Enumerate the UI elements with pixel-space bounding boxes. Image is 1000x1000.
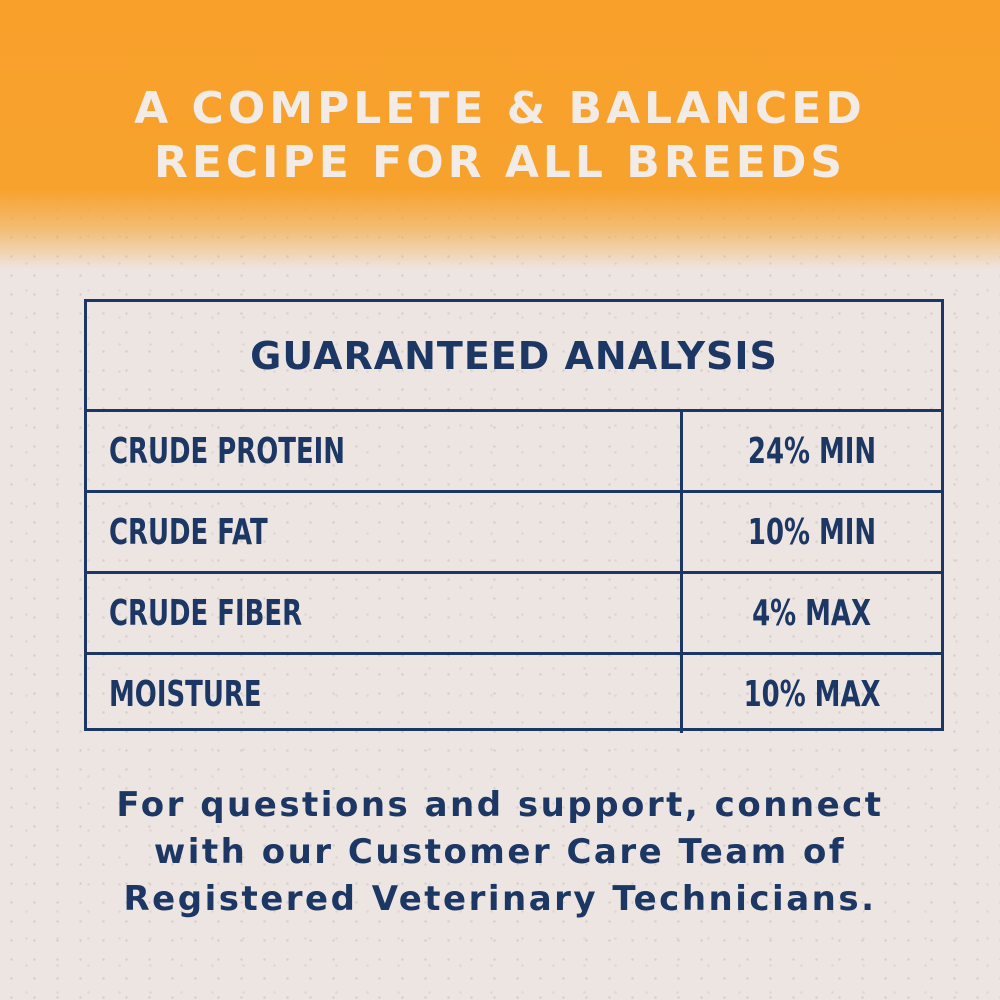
table-row: MOISTURE 10% MAX (87, 655, 941, 733)
orange-paint-banner (0, 0, 1000, 270)
table-row: CRUDE PROTEIN 24% MIN (87, 412, 941, 493)
nutrient-value: 24% MIN (747, 430, 877, 472)
nutrient-name: CRUDE FIBER (87, 574, 683, 652)
nutrient-value: 4% MAX (752, 592, 872, 634)
nutrient-value: 10% MIN (747, 511, 877, 553)
table-title: GUARANTEED ANALYSIS (87, 302, 941, 412)
guaranteed-analysis-table: GUARANTEED ANALYSIS CRUDE PROTEIN 24% MI… (84, 299, 944, 733)
support-line: Registered Veterinary Technicians. (123, 879, 877, 919)
nutrient-name: CRUDE FAT (87, 493, 683, 571)
support-line: For questions and support, connect (116, 785, 884, 825)
headline-line: RECIPE FOR ALL BREEDS (153, 137, 847, 188)
nutrient-name: MOISTURE (87, 655, 683, 733)
table-row: CRUDE FAT 10% MIN (87, 493, 941, 574)
nutrient-value: 10% MAX (743, 673, 881, 715)
nutrient-name: CRUDE PROTEIN (87, 412, 683, 490)
table-row: CRUDE FIBER 4% MAX (87, 574, 941, 655)
support-message: For questions and support, connect with … (0, 782, 1000, 923)
support-line: with our Customer Care Team of (153, 832, 847, 872)
headline: A COMPLETE & BALANCED RECIPE FOR ALL BRE… (0, 82, 1000, 190)
headline-line: A COMPLETE & BALANCED (134, 83, 866, 134)
